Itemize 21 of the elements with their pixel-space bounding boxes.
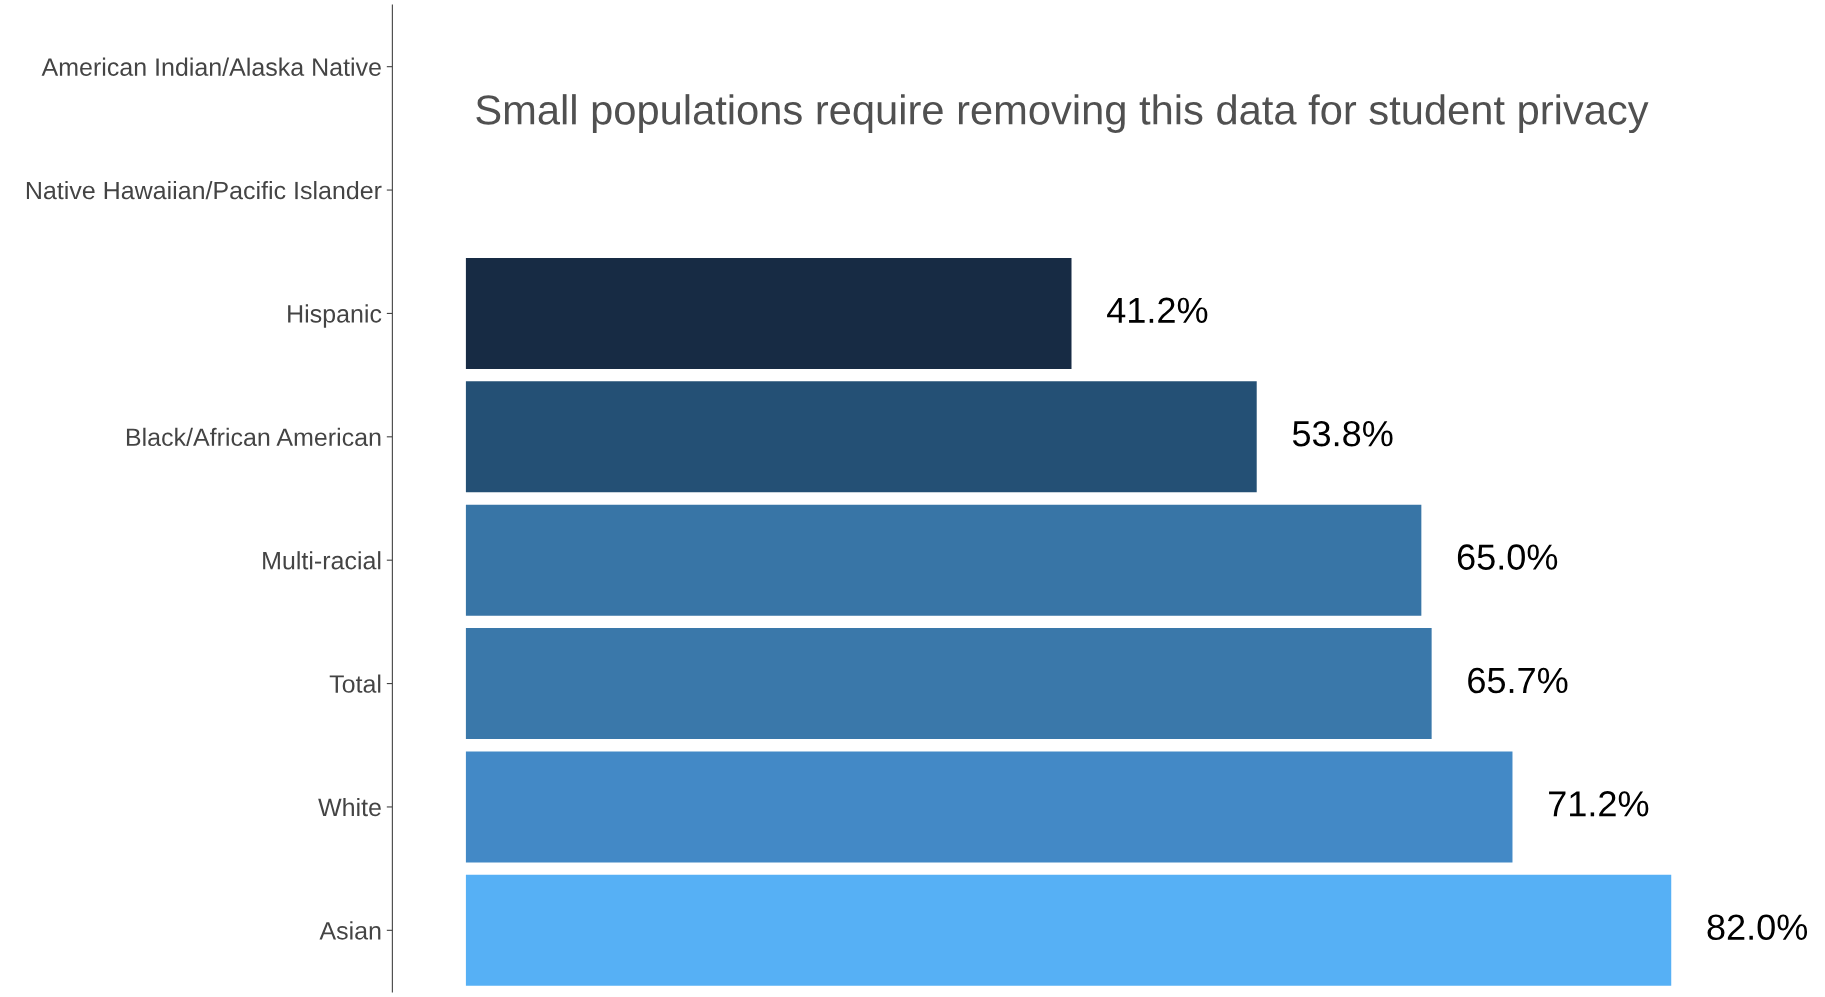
data-label: 65.7% bbox=[1468, 667, 1568, 694]
bar bbox=[465, 751, 1513, 863]
y-tick-label: Asian bbox=[319, 921, 381, 940]
y-tick-label: White bbox=[318, 797, 381, 817]
data-label: 53.8% bbox=[1292, 420, 1393, 447]
data-label: 82.0% bbox=[1707, 914, 1808, 941]
y-tick-label: Native Hawaiian/Pacific Islander bbox=[26, 180, 382, 200]
y-tick-label: Total bbox=[329, 674, 381, 693]
data-label: 71.2% bbox=[1549, 791, 1649, 817]
y-tick-label: Multi-racial bbox=[263, 551, 381, 570]
bar bbox=[465, 257, 1072, 369]
annotation: Small populations require removing this data for student privacy bbox=[476, 94, 1649, 133]
data-label: 65.0% bbox=[1457, 544, 1558, 570]
data-label: 41.2% bbox=[1107, 297, 1208, 323]
bar bbox=[465, 381, 1257, 493]
bar bbox=[465, 874, 1672, 986]
bar bbox=[465, 504, 1422, 616]
y-tick-label: Black/African American bbox=[126, 427, 381, 447]
y-tick-label: Hispanic bbox=[288, 304, 382, 328]
bar bbox=[465, 628, 1432, 740]
y-tick-label: American Indian/Alaska Native bbox=[41, 57, 381, 76]
